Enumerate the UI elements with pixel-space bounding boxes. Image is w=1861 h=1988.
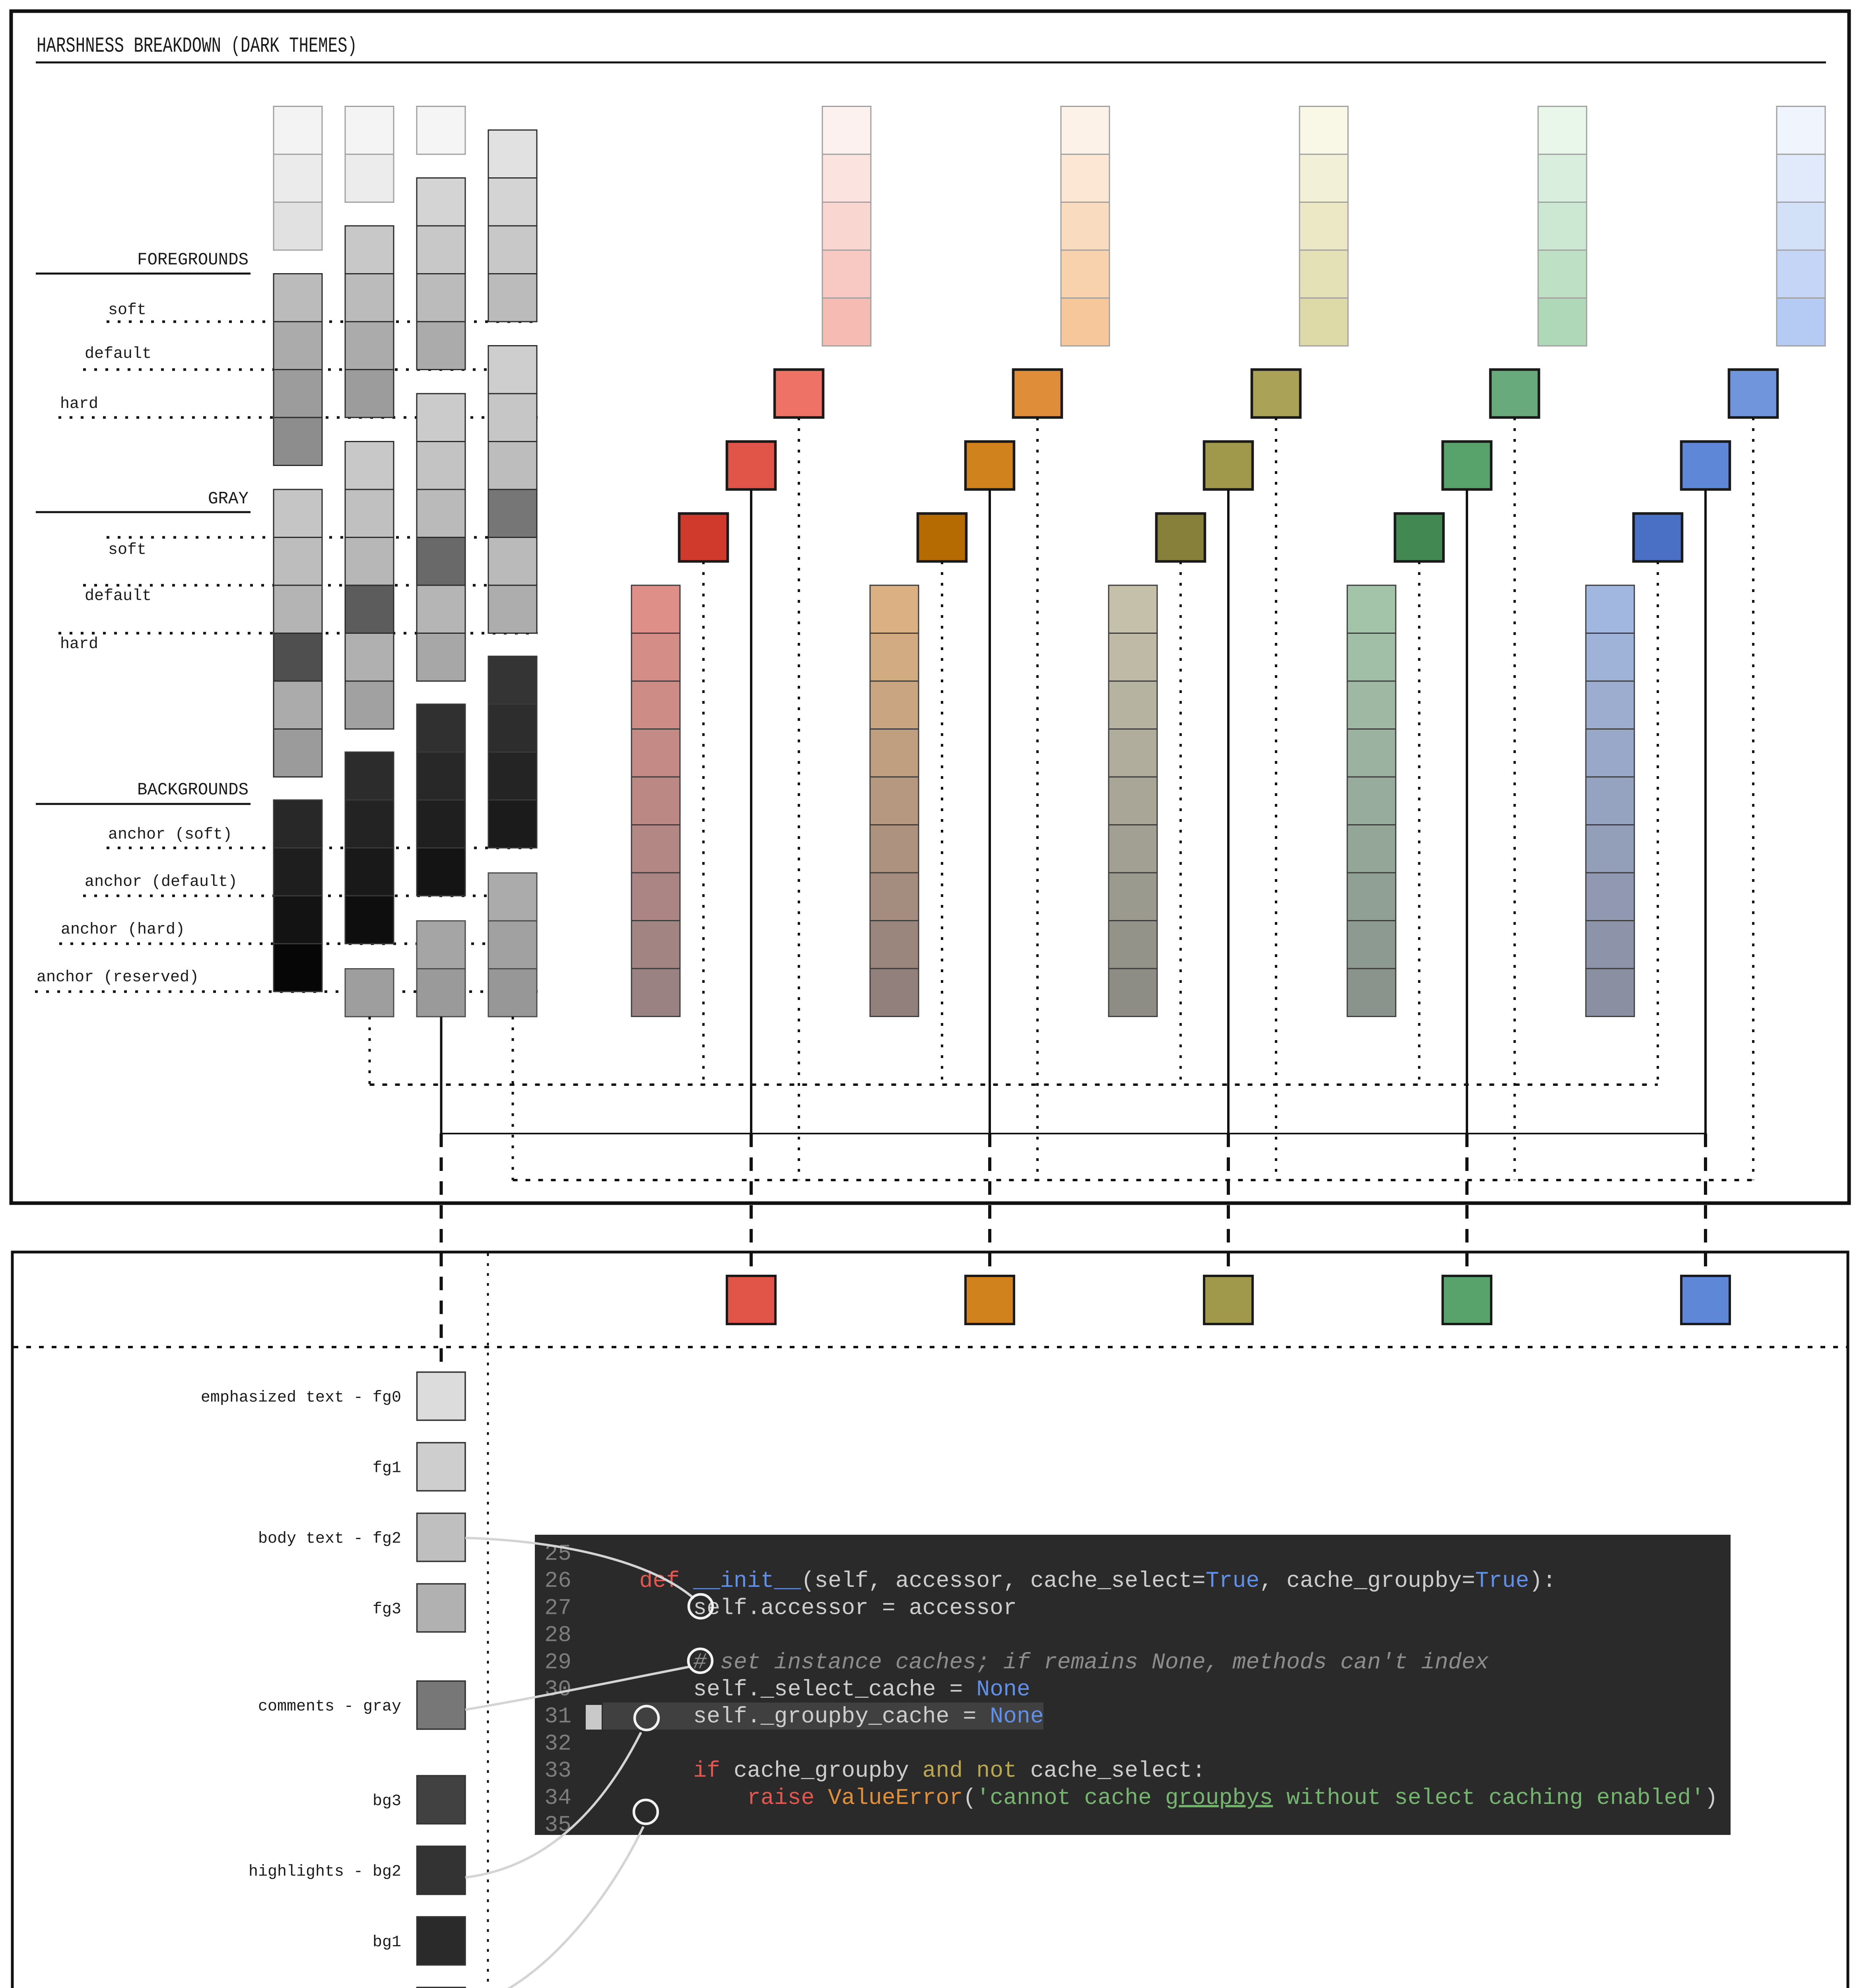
svg-text:raise ValueError('cannot cache: raise ValueError('cannot cache groupbys … — [585, 1785, 1718, 1811]
svg-text:bg3: bg3 — [373, 1792, 401, 1810]
svg-text:soft: soft — [108, 541, 146, 559]
svg-text:27: 27 — [544, 1595, 571, 1621]
svg-text:if cache_groupby and not cache: if cache_groupby and not cache_select: — [585, 1758, 1206, 1784]
svg-text:def __init__(self, accessor, c: def __init__(self, accessor, cache_selec… — [585, 1568, 1556, 1594]
svg-text:HARSHNESS BREAKDOWN (DARK THEM: HARSHNESS BREAKDOWN (DARK THEMES) — [37, 34, 357, 58]
svg-text:highlights - bg2: highlights - bg2 — [249, 1863, 401, 1881]
svg-text:soft: soft — [108, 301, 146, 319]
svg-text:29: 29 — [544, 1650, 571, 1675]
svg-text:self._select_cache = None: self._select_cache = None — [585, 1677, 1030, 1702]
svg-text:33: 33 — [544, 1758, 571, 1784]
svg-text:28: 28 — [544, 1623, 571, 1648]
svg-text:30: 30 — [544, 1677, 571, 1702]
svg-text:fg3: fg3 — [373, 1601, 401, 1619]
svg-text:comments - gray: comments - gray — [258, 1698, 401, 1716]
svg-text:34: 34 — [544, 1785, 571, 1811]
svg-text:anchor (reserved): anchor (reserved) — [37, 969, 199, 986]
svg-text:bg1: bg1 — [373, 1934, 401, 1951]
svg-text:anchor (default): anchor (default) — [85, 873, 237, 891]
svg-text:anchor (soft): anchor (soft) — [108, 826, 232, 844]
svg-text:emphasized text - fg0: emphasized text - fg0 — [201, 1389, 401, 1407]
svg-text:26: 26 — [544, 1568, 571, 1594]
svg-text:anchor (hard): anchor (hard) — [61, 921, 185, 939]
svg-text:FOREGROUNDS: FOREGROUNDS — [137, 250, 249, 270]
svg-text:GRAY: GRAY — [208, 489, 249, 509]
svg-text:# set instance caches; if rema: # set instance caches; if remains None, … — [585, 1650, 1489, 1675]
svg-text:self.accessor = accessor: self.accessor = accessor — [585, 1595, 1017, 1621]
svg-text:31: 31 — [544, 1704, 571, 1729]
svg-text:default: default — [85, 345, 152, 363]
svg-text:body text - fg2: body text - fg2 — [258, 1530, 401, 1548]
svg-text:hard: hard — [60, 635, 98, 653]
svg-text:default: default — [85, 587, 152, 605]
svg-text:BACKGROUNDS: BACKGROUNDS — [137, 780, 249, 800]
svg-text:35: 35 — [544, 1812, 571, 1838]
svg-text:fg1: fg1 — [373, 1460, 401, 1477]
svg-text:32: 32 — [544, 1731, 571, 1756]
svg-text:hard: hard — [60, 395, 98, 413]
